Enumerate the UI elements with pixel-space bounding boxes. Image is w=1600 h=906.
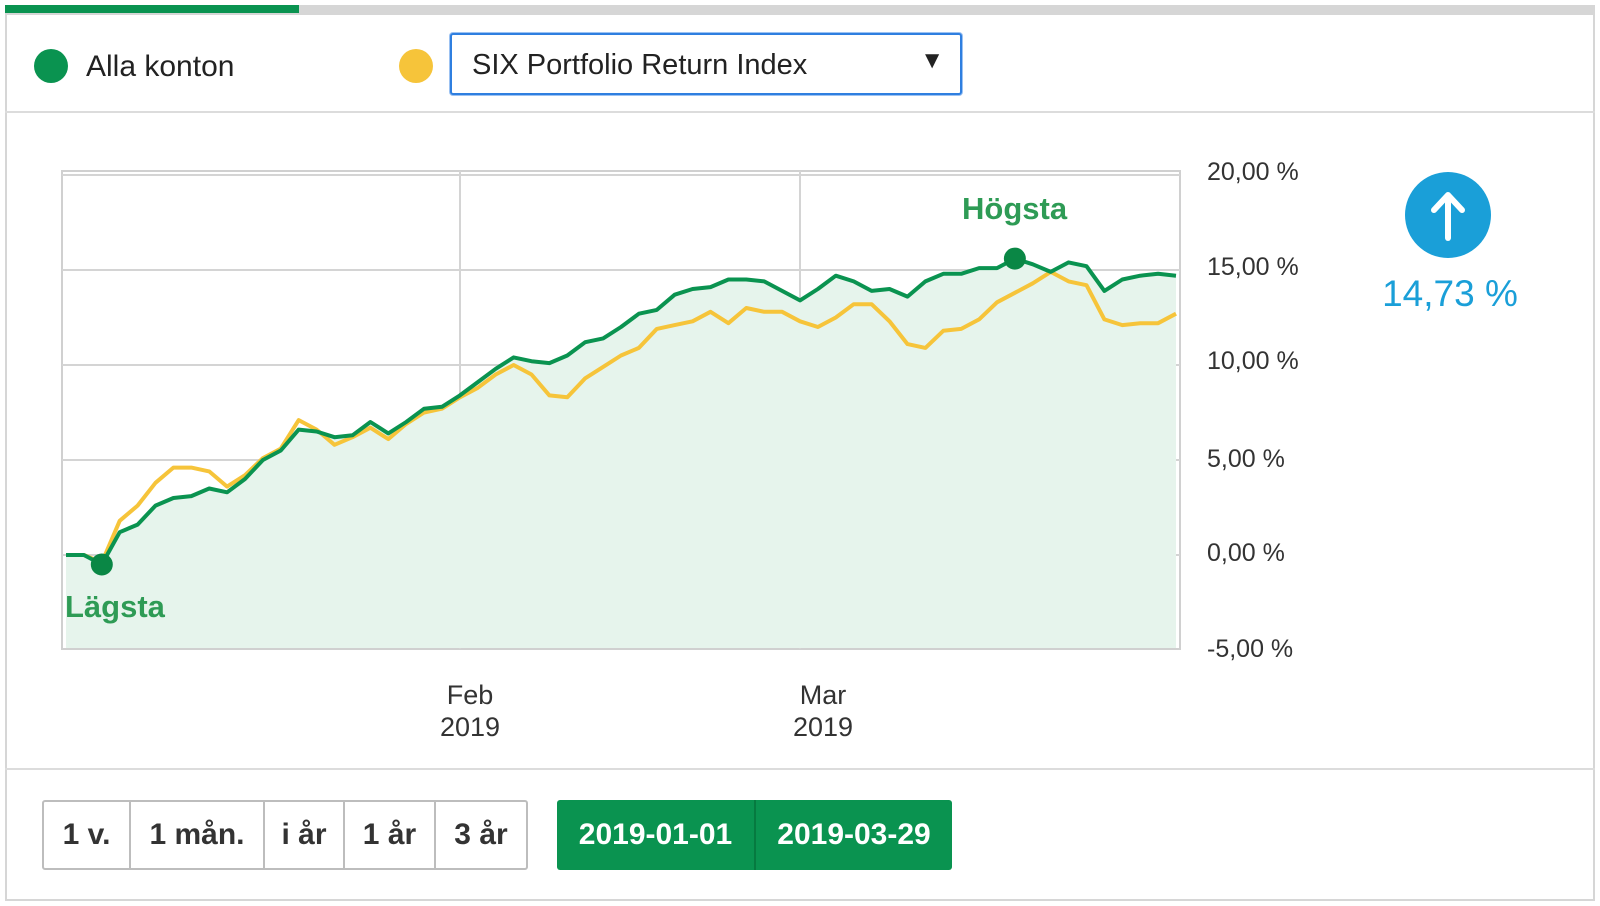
index-select-value: SIX Portfolio Return Index (472, 49, 808, 81)
index-select[interactable]: SIX Portfolio Return Index ▼ (450, 33, 962, 95)
period-selector: 1 v. 1 mån. i år 1 år 3 år (42, 800, 528, 870)
series-line-index (66, 269, 1177, 565)
period-button-1m[interactable]: 1 mån. (131, 802, 265, 868)
period-button-1y[interactable]: 1 år (345, 802, 436, 868)
x-tick-label-feb: Feb 2019 (439, 680, 501, 742)
high-point-label: Högsta (962, 191, 1068, 226)
legend-dot-accounts (34, 49, 68, 83)
date-to-button[interactable]: 2019-03-29 (754, 800, 952, 870)
page-progress-track (5, 5, 1595, 13)
high-point-marker (1003, 247, 1026, 270)
arrow-up-icon (1431, 192, 1465, 241)
period-button-1w[interactable]: 1 v. (44, 802, 131, 868)
period-button-3y[interactable]: 3 år (454, 818, 508, 851)
y-tick-label: 20,00 % (1207, 158, 1299, 186)
y-tick-label: 0,00 % (1207, 539, 1285, 567)
low-point-label: Lägsta (65, 589, 166, 624)
header-divider (5, 111, 1595, 113)
series-line-accounts (66, 256, 1177, 567)
change-value: 14,73 % (1382, 273, 1518, 314)
date-range: 2019-01-01 2019-03-29 (557, 800, 952, 870)
legend-dot-index (399, 49, 433, 83)
period-button-ytd[interactable]: i år (265, 802, 345, 868)
accounts-area-fill (66, 258, 1176, 648)
trend-badge (1405, 172, 1491, 258)
date-from-button[interactable]: 2019-01-01 (578, 818, 733, 851)
y-tick-label: 10,00 % (1207, 347, 1299, 375)
y-tick-label: 15,00 % (1207, 253, 1299, 281)
performance-chart: Lägsta Högsta (61, 170, 1181, 650)
legend-label-accounts: Alla konton (86, 50, 235, 83)
page-progress-fill (5, 5, 300, 13)
y-tick-label: 5,00 % (1207, 445, 1285, 473)
footer-divider (5, 768, 1595, 770)
low-point-marker (90, 553, 113, 576)
y-tick-label: -5,00 % (1207, 635, 1294, 663)
x-tick-label-mar: Mar 2019 (792, 680, 854, 742)
triangle-down-icon: ▼ (920, 47, 944, 74)
